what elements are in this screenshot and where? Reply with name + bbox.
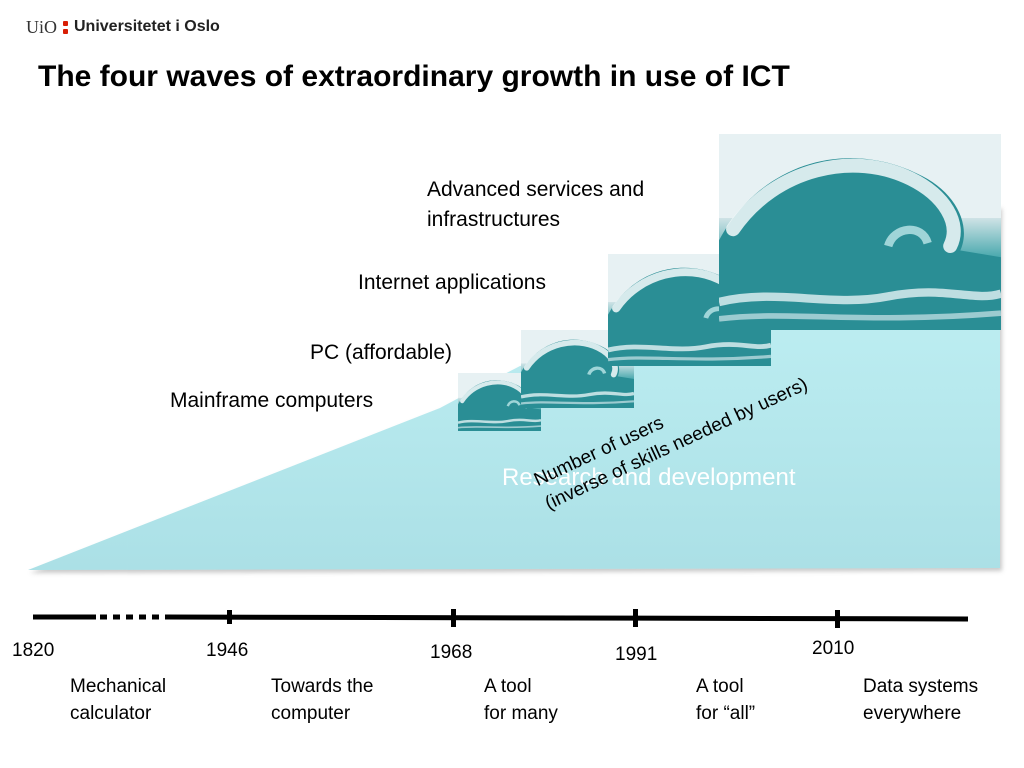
label-advanced-line2: infrastructures (427, 208, 561, 231)
year-1991: 1991 (615, 644, 658, 665)
wave-image-mainframe (458, 373, 541, 431)
research-development-label: Research and development (502, 464, 796, 491)
era-4-line2: for “all” (696, 703, 756, 724)
label-mainframe: Mainframe computers (170, 389, 374, 412)
year-1946: 1946 (206, 640, 249, 661)
era-4-line1: A tool (696, 676, 744, 697)
timeline-tick-1991 (633, 609, 638, 627)
era-data-systems-everywhere: Data systems everywhere (863, 673, 978, 727)
uio-logo: UiO Universitetet i Oslo (26, 16, 220, 38)
timeline-tick-1968 (451, 609, 456, 627)
label-pc: PC (affordable) (310, 341, 453, 364)
era-towards-computer: Towards the computer (271, 673, 373, 727)
era-3-line1: A tool (484, 676, 532, 697)
logo-university-name: Universitetet i Oslo (74, 18, 220, 35)
wave-image-internet (608, 254, 771, 366)
era-tool-for-all: A tool for “all” (696, 673, 755, 727)
year-1820: 1820 (12, 640, 55, 661)
era-mechanical-calculator: Mechanical calculator (70, 673, 166, 727)
label-internet: Internet applications (358, 271, 546, 294)
timeline-main-segment (164, 614, 969, 622)
era-1-line1: Mechanical (70, 676, 167, 697)
logo-colon-icon (63, 20, 68, 34)
era-2-line2: computer (271, 703, 351, 724)
timeline-tick-1946 (227, 610, 232, 624)
wave-image-advanced (719, 134, 1001, 330)
label-advanced: Advanced services and infrastructures (427, 175, 644, 235)
slide-title: The four waves of extraordinary growth i… (38, 60, 790, 93)
logo-uio-text: UiO (26, 16, 57, 37)
era-2-line1: Towards the (271, 676, 374, 697)
label-advanced-line1: Advanced services and (427, 178, 645, 201)
era-5-line1: Data systems (863, 676, 979, 697)
wave-image-pc (521, 330, 634, 408)
era-1-line2: calculator (70, 703, 152, 724)
timeline-tick-2010 (835, 610, 840, 628)
era-tool-for-many: A tool for many (484, 673, 558, 727)
year-2010: 2010 (812, 638, 855, 659)
year-1968: 1968 (430, 642, 473, 663)
era-3-line2: for many (484, 703, 558, 724)
era-5-line2: everywhere (863, 703, 962, 724)
